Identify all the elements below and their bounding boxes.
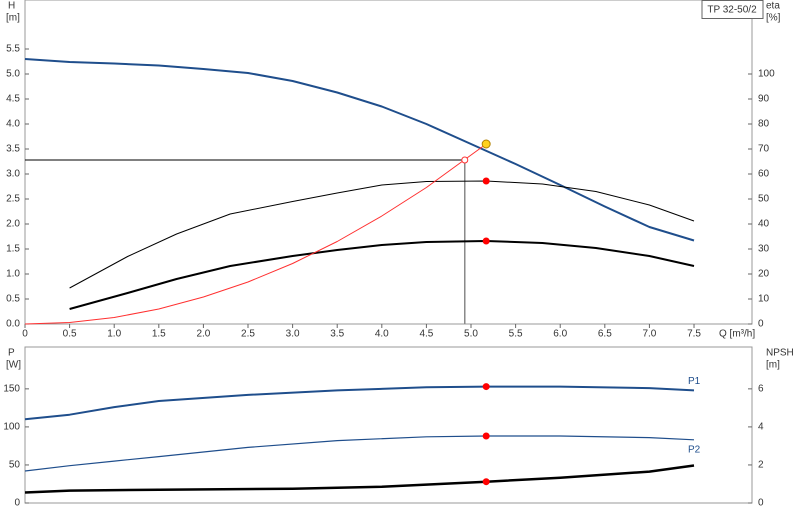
series-label: P1 (688, 376, 701, 387)
y2-tick-label: 50 (758, 194, 770, 205)
y-tick-label: 3.5 (6, 144, 20, 155)
y2-tick-label: 40 (758, 219, 770, 230)
y-tick-label: 2.5 (6, 194, 20, 205)
x-tick-label: 0 (22, 329, 28, 340)
point-marker (482, 237, 490, 245)
x-tick-label: 7.5 (687, 329, 701, 340)
y-tick-label: 1.5 (6, 244, 20, 255)
plot-frame (24, 346, 753, 504)
point-marker (482, 383, 490, 391)
y2-tick-label: 4 (758, 422, 764, 433)
x-tick-label: 1.5 (152, 329, 166, 340)
y2-tick-label: 0 (758, 319, 764, 330)
y-tick-label: 4.0 (6, 119, 20, 130)
x-tick-label: 5.5 (509, 329, 523, 340)
y-tick-label: 3.0 (6, 169, 20, 180)
x-tick-label: 2.5 (241, 329, 255, 340)
y-tick-label: 0 (14, 498, 20, 509)
series-line (24, 435, 695, 472)
x-tick-label: 6.0 (553, 329, 567, 340)
y-axis-label: H (8, 1, 15, 12)
y-axis-unit: [m] (6, 13, 20, 24)
x-tick-label: 5.0 (464, 329, 478, 340)
series-line (24, 464, 695, 494)
x-tick-label: 7.0 (642, 329, 656, 340)
x-tick-label: 1.0 (107, 329, 121, 340)
point-marker (481, 139, 491, 149)
point-marker (482, 478, 490, 486)
y-tick-label: 5.0 (6, 69, 20, 80)
x-tick-label: 4.5 (419, 329, 433, 340)
x-tick-label: 3.0 (286, 329, 300, 340)
y-tick-label: 2.0 (6, 219, 20, 230)
y2-tick-label: 90 (758, 94, 770, 105)
plot-frame (24, 0, 753, 325)
x-tick-label: 0.5 (63, 329, 77, 340)
point-marker (461, 156, 469, 164)
y-tick-label: 0.5 (6, 294, 20, 305)
y2-axis-unit: [%] (766, 13, 781, 24)
x-tick-label: 4.0 (375, 329, 389, 340)
y-axis-unit: [W] (6, 360, 21, 371)
x-axis-label: Q [m³/h] (719, 329, 755, 340)
y2-axis-unit: [m] (766, 360, 780, 371)
y2-axis-label: NPSH (766, 348, 794, 359)
title-box (701, 0, 764, 19)
y2-tick-label: 60 (758, 169, 770, 180)
y-tick-label: 0.0 (6, 319, 20, 330)
point-marker (482, 177, 490, 185)
y2-tick-label: 20 (758, 269, 770, 280)
y2-tick-label: 0 (758, 498, 764, 509)
y-tick-label: 100 (3, 422, 20, 433)
y2-tick-label: 100 (758, 69, 775, 80)
x-tick-label: 2.0 (196, 329, 210, 340)
series-line (24, 143, 487, 325)
y-tick-label: 150 (3, 383, 20, 394)
series-line (69, 180, 695, 289)
y2-tick-label: 80 (758, 119, 770, 130)
chart-title: TP 32-50/2 (707, 5, 757, 16)
y-tick-label: 4.5 (6, 94, 20, 105)
y-tick-label: 1.0 (6, 269, 20, 280)
series-line (24, 58, 695, 242)
x-tick-label: 3.5 (330, 329, 344, 340)
y2-tick-label: 6 (758, 383, 764, 394)
point-marker (482, 432, 490, 440)
y-tick-label: 50 (9, 460, 21, 471)
y2-tick-label: 10 (758, 294, 770, 305)
x-tick-label: 6.5 (598, 329, 612, 340)
y2-tick-label: 70 (758, 144, 770, 155)
y2-axis-label: eta (766, 1, 780, 12)
series-line (24, 385, 695, 421)
y2-tick-label: 30 (758, 244, 770, 255)
y-tick-label: 5.5 (6, 44, 20, 55)
y-axis-label: P (8, 348, 15, 359)
series-line (69, 240, 695, 310)
y2-tick-label: 2 (758, 460, 764, 471)
series-label: P2 (688, 444, 701, 455)
